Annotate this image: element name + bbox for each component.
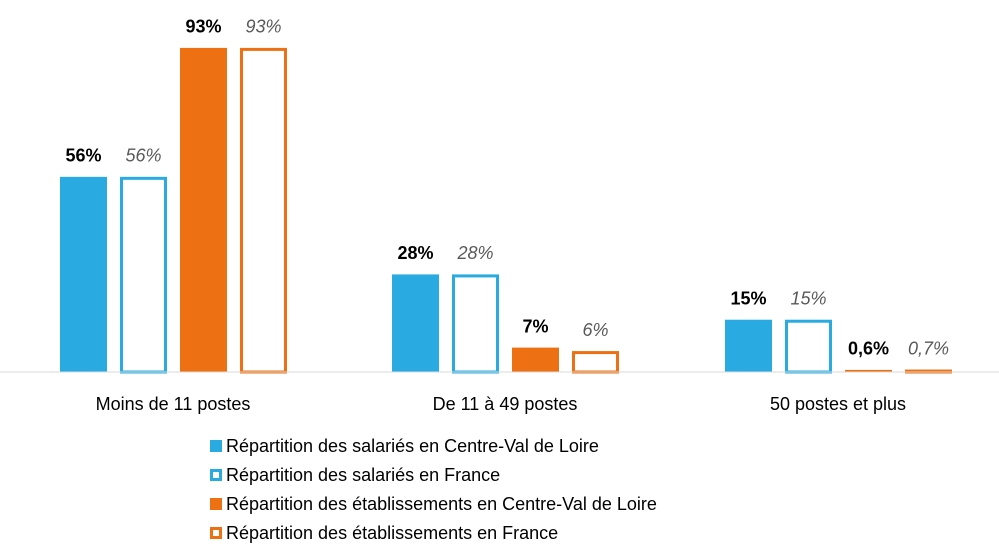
bar: [845, 369, 892, 372]
legend-label: Répartition des salariés en Centre-Val d…: [226, 436, 599, 456]
value-label: 15%: [790, 288, 826, 308]
bar: [180, 47, 227, 373]
value-label: 7%: [522, 316, 548, 336]
value-label: 56%: [125, 146, 161, 166]
legend-label: Répartition des salariés en France: [226, 465, 500, 485]
value-label: 28%: [456, 243, 493, 263]
bar: [392, 274, 439, 372]
legend-swatch: [210, 440, 222, 452]
value-label: 28%: [397, 243, 433, 263]
bar: [120, 176, 167, 374]
bar: [60, 176, 107, 372]
legend-label: Répartition des établissements en Centre…: [226, 494, 657, 514]
bar: [785, 319, 832, 374]
bar: [512, 347, 559, 372]
value-label: 0,6%: [848, 339, 889, 359]
bar: [572, 351, 619, 374]
legend-swatch: [210, 498, 222, 510]
legend-swatch: [210, 527, 222, 539]
x-tick-label: De 11 à 49 postes: [433, 394, 578, 414]
value-label: 0,7%: [908, 338, 949, 358]
x-tick-label: 50 postes et plus: [770, 394, 906, 414]
bar: [240, 47, 287, 374]
value-label: 93%: [245, 17, 281, 37]
value-label: 56%: [65, 146, 101, 166]
legend-label: Répartition des établissements en France: [226, 523, 558, 543]
bar: [452, 274, 499, 374]
value-label: 93%: [185, 17, 221, 37]
bar: [725, 319, 772, 372]
x-tick-label: Moins de 11 postes: [96, 394, 251, 414]
legend-swatch: [210, 469, 222, 481]
value-label: 6%: [582, 320, 608, 340]
value-label: 15%: [730, 288, 766, 308]
